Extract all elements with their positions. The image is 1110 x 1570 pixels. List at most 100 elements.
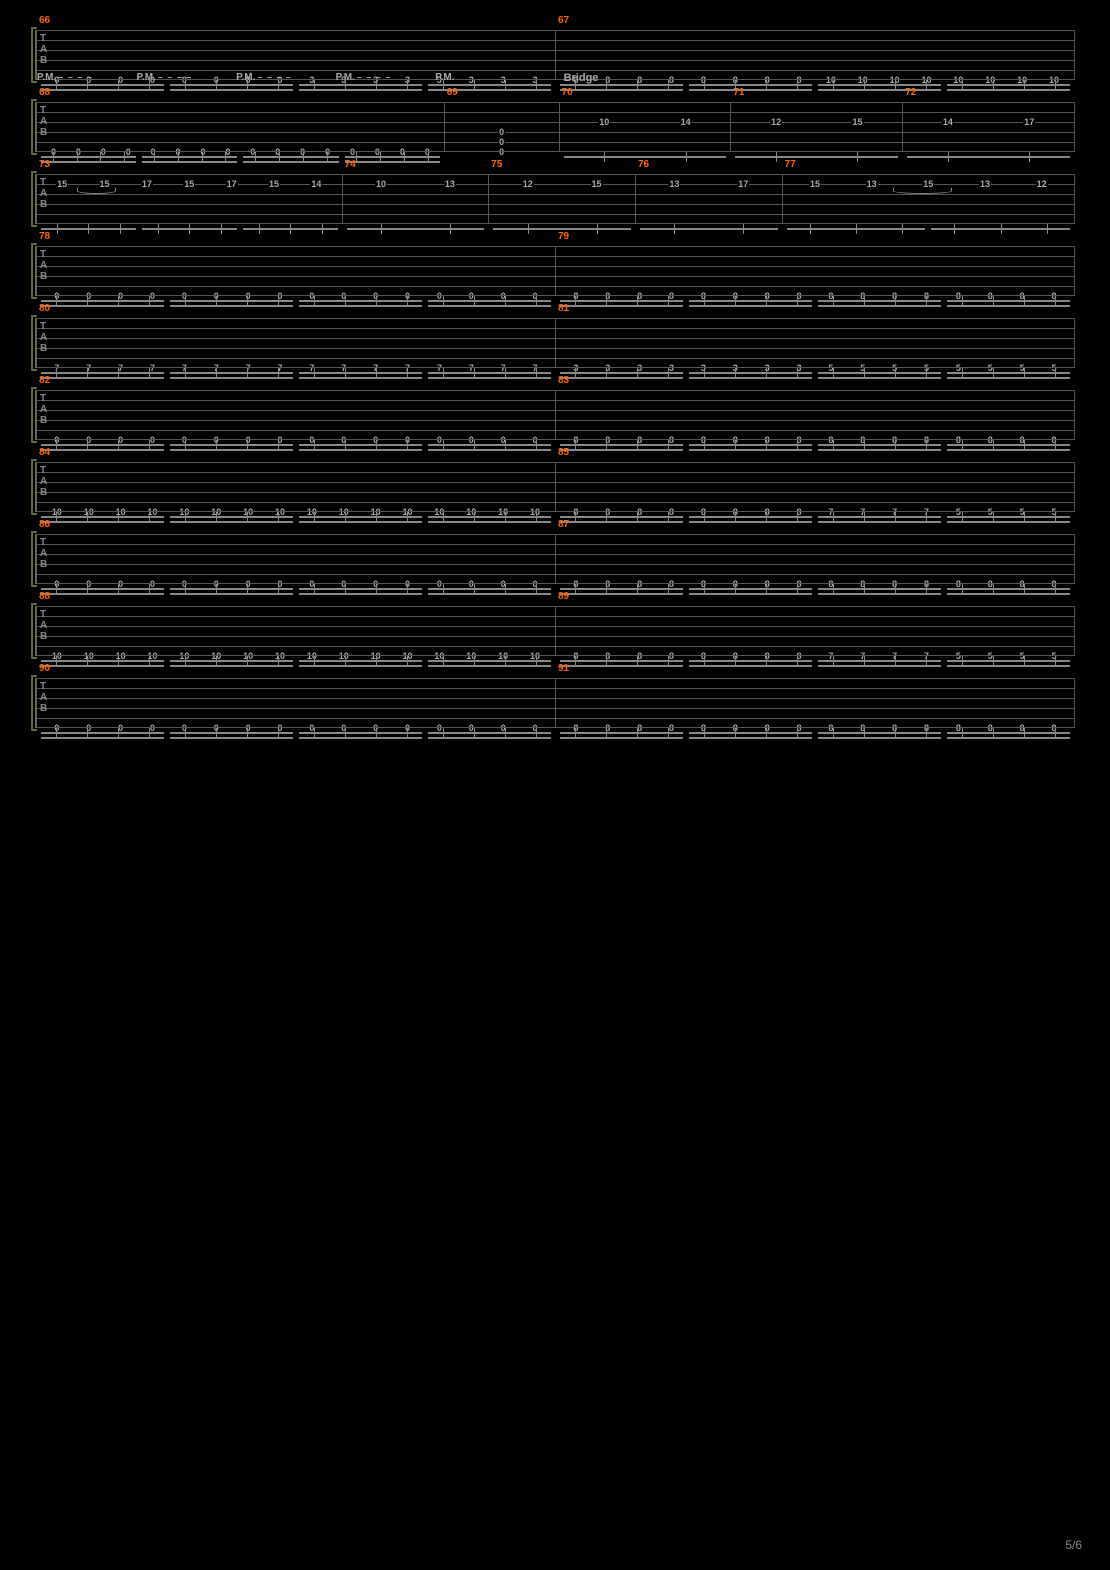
fret-number: 8 — [668, 76, 675, 84]
measure: 70Bridge〰〰〰〰〰〰〰〰〰〰〰〰〰〰〰〰〰〰〰〰〰〰〰〰〰〰〰〰〰〰10… — [560, 102, 732, 152]
fret-number: 10 — [825, 76, 837, 84]
tab-staff: TAB780000000000000000798888888888888888 — [35, 246, 1075, 296]
fret-number: 10 — [242, 508, 254, 516]
measure: 838888888888888888 — [556, 390, 1074, 440]
measure-number: 66 — [39, 15, 50, 26]
fret-number: 8 — [859, 724, 866, 732]
fret-number: 0 — [349, 148, 356, 156]
beam-row — [41, 660, 551, 678]
tie-mark — [893, 188, 951, 194]
measure: 8810101010101010101010101010101010 — [37, 606, 556, 656]
fret-number: 8 — [668, 436, 675, 444]
beam-row — [560, 732, 1070, 750]
palm-mute-marker: P.M. – – – – — [137, 72, 237, 83]
beam-row — [41, 444, 551, 462]
measure: 721417 — [903, 102, 1074, 152]
fret-number: 0 — [436, 724, 443, 732]
measure: 711215 — [731, 102, 903, 152]
measure: 8410101010101010101010101010101010 — [37, 462, 556, 512]
fret-number: 8 — [764, 724, 771, 732]
measure: 858888888877775555 — [556, 462, 1074, 512]
tab-staff: TAB900000000000000000918888888888888888 — [35, 678, 1075, 728]
measure-number: 85 — [558, 447, 569, 458]
tab-system: TAB〰〰〰〰〰〰〰〰〰〰〰〰〰〰〰〰〰〰〰〰〰〰〰〰〰〰〰〰〰〰7315151… — [35, 174, 1075, 224]
fret-number: 8 — [859, 292, 866, 300]
measure-number: 90 — [39, 663, 50, 674]
fret-number: 0 — [436, 292, 443, 300]
fret-number: 10 — [497, 508, 509, 516]
beam-row — [640, 228, 778, 246]
tie-mark — [77, 188, 117, 194]
beam-row — [560, 444, 1070, 462]
beam-row — [560, 516, 1070, 534]
measure-number: 79 — [558, 231, 569, 242]
fret-number: 0 — [436, 580, 443, 588]
tab-system: TAB860000000000000000878888888888888888 — [35, 534, 1075, 584]
measure: 771513151312〰〰〰〰〰〰〰〰〰〰〰〰〰〰〰〰〰〰〰〰〰〰〰〰〰〰〰〰… — [783, 174, 1074, 224]
fret-number: 10 — [497, 652, 509, 660]
fret-number: 15 — [591, 180, 603, 188]
fret-number: 0 — [199, 148, 206, 156]
fret-number: 7 — [149, 364, 156, 372]
fret-number: 15 — [922, 180, 934, 188]
fret-number: 8 — [668, 580, 675, 588]
fret-number: 10 — [306, 652, 318, 660]
fret-number: 0 — [245, 436, 252, 444]
fret-number: 7 — [859, 652, 866, 660]
fret-number: 0 — [149, 292, 156, 300]
fret-number: 14 — [680, 118, 692, 126]
fret-number: 8 — [764, 652, 771, 660]
tab-system: TAB8410101010101010101010101010101010858… — [35, 462, 1075, 512]
fret-number: 0 — [149, 436, 156, 444]
fret-number: 8 — [955, 292, 962, 300]
tab-system: TABP.M. – – – –P.M. – – – –P.M. – – – –P… — [35, 102, 1075, 152]
fret-number: 0 — [436, 436, 443, 444]
fret-number: 10 — [338, 508, 350, 516]
fret-number: 17 — [737, 180, 749, 188]
fret-number: 0 — [149, 724, 156, 732]
fret-number: 15 — [268, 180, 280, 188]
fret-number: 10 — [984, 76, 996, 84]
tab-staff: TAB8810101010101010101010101010101010898… — [35, 606, 1075, 656]
measure-number: 71 — [733, 87, 744, 98]
measure-number: 74 — [345, 159, 356, 170]
fret-number: 8 — [859, 436, 866, 444]
measure: 680000000000000000 — [37, 102, 445, 152]
measure-number: 76 — [638, 159, 649, 170]
tab-system: TAB820000000000000000838888888888888888 — [35, 390, 1075, 440]
fret-number: 13 — [668, 180, 680, 188]
fret-number: 15 — [851, 118, 863, 126]
fret-number: 7 — [245, 364, 252, 372]
tab-staff: TAB860000000000000000878888888888888888 — [35, 534, 1075, 584]
measure-number: 89 — [558, 591, 569, 602]
measure-number: 72 — [905, 87, 916, 98]
fret-number: 10 — [375, 180, 387, 188]
fret-number: 10 — [83, 508, 95, 516]
measure-number: 91 — [558, 663, 569, 674]
measure: 820000000000000000 — [37, 390, 556, 440]
fret-number: 13 — [444, 180, 456, 188]
measure: 898888888877775555 — [556, 606, 1074, 656]
fret-number: 12 — [770, 118, 782, 126]
measure-number: 68 — [39, 87, 50, 98]
beam-row — [41, 84, 551, 102]
fret-number: 5 — [859, 364, 866, 372]
fret-number: 15 — [99, 180, 111, 188]
fret-number: 0 — [340, 724, 347, 732]
fret-number: 10 — [274, 652, 286, 660]
fret-number: 10 — [338, 652, 350, 660]
tab-staff: TABP.M. – – – –P.M. – – – –P.M. – – – –P… — [35, 102, 1075, 152]
beam-row — [41, 732, 551, 750]
measure-number: 86 — [39, 519, 50, 530]
fret-number: 17 — [226, 180, 238, 188]
vibrato-mark: 〰〰〰〰〰〰〰〰〰〰〰〰〰〰〰〰〰〰〰〰〰〰〰〰〰〰〰〰〰〰 — [327, 156, 1043, 162]
fret-number: 0 — [245, 580, 252, 588]
measure: 780000000000000000 — [37, 246, 556, 296]
measure: 918888888888888888 — [556, 678, 1074, 728]
fret-number: 10 — [83, 652, 95, 660]
measure: 67888888881010101010101010 — [556, 30, 1074, 80]
fret-number: 10 — [1016, 76, 1028, 84]
measure: 900000000000000000 — [37, 678, 556, 728]
beam-row — [560, 300, 1070, 318]
fret-number: 8 — [859, 580, 866, 588]
